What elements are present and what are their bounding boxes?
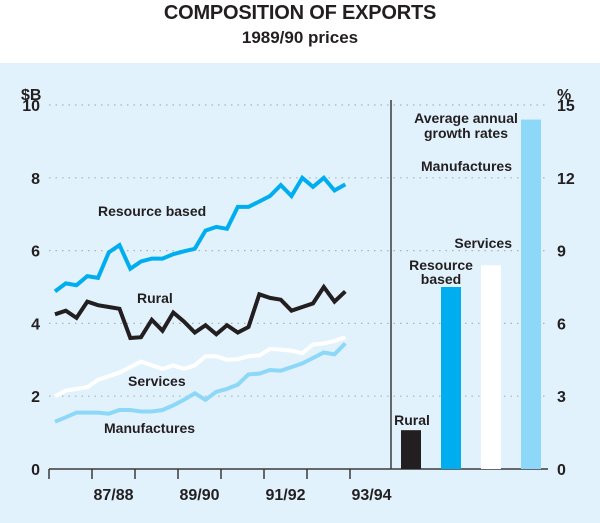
line-series (53, 174, 347, 424)
bar-chart-heading: Average annual (414, 110, 518, 126)
y-tick-label-right: 12 (557, 171, 575, 188)
bar-chart-heading: growth rates (424, 125, 508, 141)
series-label: Manufactures (104, 420, 195, 436)
axes: 0 2 4 6 8 10 0 3 6 9 12 15 $B % 87/88 89/90 91/92 93/94 (21, 87, 575, 504)
series-line-resource-based (53, 174, 347, 294)
y-tick-label-left: 10 (22, 98, 40, 115)
bar-services (481, 265, 501, 469)
chart-subtitle: 1989/90 prices (241, 28, 359, 47)
bar-series (401, 119, 541, 469)
bar-label-resource-based: Resource (409, 257, 473, 273)
y-tick-label-left: 8 (31, 171, 40, 188)
bar-label-resource-based: based (421, 271, 461, 287)
bar-manufactures (521, 119, 541, 469)
x-tick-label: 91/92 (265, 487, 305, 504)
y-tick-label-right: 15 (557, 98, 575, 115)
y-tick-label-right: 6 (557, 316, 566, 333)
series-label: Services (128, 373, 186, 389)
y-tick-label-right: 9 (557, 244, 566, 261)
y-tick-label-left: 4 (31, 316, 40, 333)
series-label: Resource based (98, 203, 206, 219)
series-line-manufactures (54, 341, 347, 424)
bar-resource-based (441, 287, 461, 469)
bar-rural (401, 430, 421, 469)
x-tick-label: 93/94 (351, 487, 391, 504)
bar-label-services: Services (454, 235, 512, 251)
chart-title: COMPOSITION OF EXPORTS (163, 2, 437, 24)
bar-label-manufactures: Manufactures (421, 158, 512, 174)
x-tick-label: 87/88 (93, 487, 133, 504)
bar-label-rural: Rural (394, 412, 430, 428)
series-line-services (54, 335, 346, 398)
y-tick-label-right: 3 (557, 389, 566, 406)
chart-labels: Resource based Rural Services Manufactures A… (98, 110, 518, 436)
series-label: Rural (137, 290, 173, 306)
x-tick-label: 89/90 (179, 487, 219, 504)
y-axis-unit-right: % (557, 87, 571, 104)
y-tick-label-left: 2 (31, 389, 40, 406)
y-tick-label-right: 0 (557, 462, 566, 479)
series-line-rural (54, 283, 347, 341)
y-tick-label-left: 6 (31, 244, 40, 261)
y-tick-label-left: 0 (31, 462, 40, 479)
y-axis-unit-left: $B (21, 87, 41, 104)
